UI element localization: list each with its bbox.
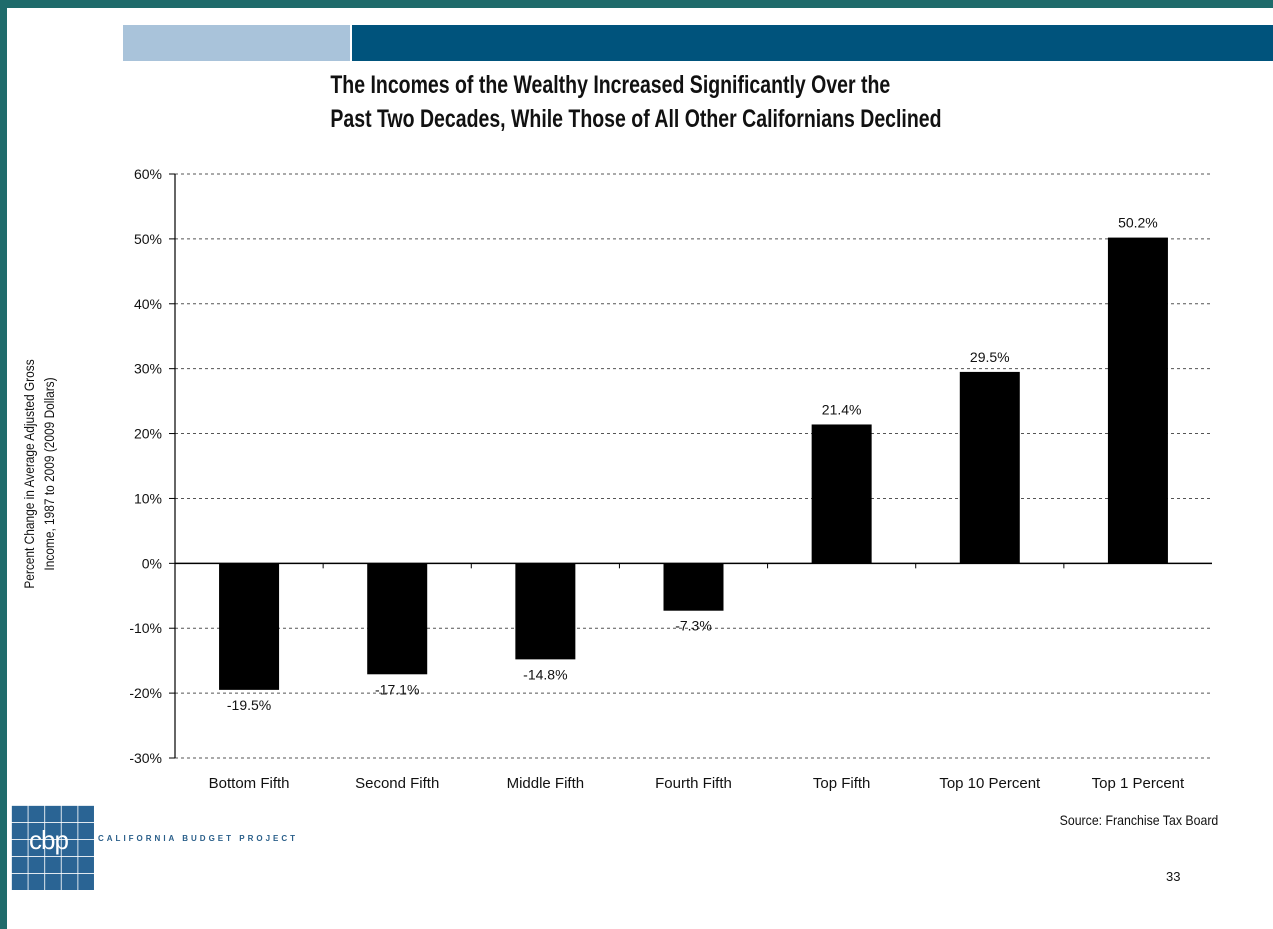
page-number: 33 bbox=[1166, 869, 1181, 884]
slide bbox=[7, 8, 1273, 929]
chart-title-line1: The Incomes of the Wealthy Increased Sig… bbox=[330, 71, 891, 99]
data-label: 50.2% bbox=[1118, 215, 1158, 231]
organization-name: CALIFORNIA BUDGET PROJECT bbox=[98, 834, 299, 843]
data-label: -7.3% bbox=[675, 618, 712, 634]
data-label: 21.4% bbox=[822, 401, 862, 417]
category-label: Top Fifth bbox=[813, 775, 871, 792]
bar bbox=[219, 563, 280, 690]
y-tick-label: -20% bbox=[129, 685, 162, 701]
logo-text: cbp bbox=[29, 825, 69, 855]
data-label: -19.5% bbox=[227, 697, 271, 713]
bar bbox=[515, 563, 576, 660]
category-label: Middle Fifth bbox=[507, 775, 585, 792]
data-label: -14.8% bbox=[523, 666, 567, 682]
y-tick-label: 0% bbox=[142, 555, 162, 571]
category-label: Bottom Fifth bbox=[209, 775, 290, 792]
cbp-logo: cbp bbox=[11, 805, 94, 890]
y-tick-label: 50% bbox=[134, 231, 162, 247]
bar bbox=[367, 563, 428, 675]
bar bbox=[959, 371, 1020, 564]
bar bbox=[811, 424, 872, 564]
y-tick-label: 40% bbox=[134, 296, 162, 312]
bar bbox=[1107, 237, 1168, 564]
y-tick-label: 10% bbox=[134, 490, 162, 506]
y-tick-label: -30% bbox=[129, 750, 162, 766]
data-label: 29.5% bbox=[970, 349, 1010, 365]
category-label: Fourth Fifth bbox=[655, 775, 732, 792]
data-label: -17.1% bbox=[375, 681, 419, 697]
category-label: Top 1 Percent bbox=[1092, 775, 1185, 792]
y-tick-label: 20% bbox=[134, 426, 162, 442]
category-label: Second Fifth bbox=[355, 775, 439, 792]
header-band-light bbox=[123, 25, 350, 61]
source-note: Source: Franchise Tax Board bbox=[1059, 812, 1218, 828]
y-tick-label: 30% bbox=[134, 361, 162, 377]
y-tick-label: 60% bbox=[134, 166, 162, 182]
bar bbox=[663, 563, 724, 611]
y-tick-label: -10% bbox=[129, 620, 162, 636]
header-band-dark bbox=[352, 25, 1273, 61]
category-label: Top 10 Percent bbox=[939, 775, 1041, 792]
